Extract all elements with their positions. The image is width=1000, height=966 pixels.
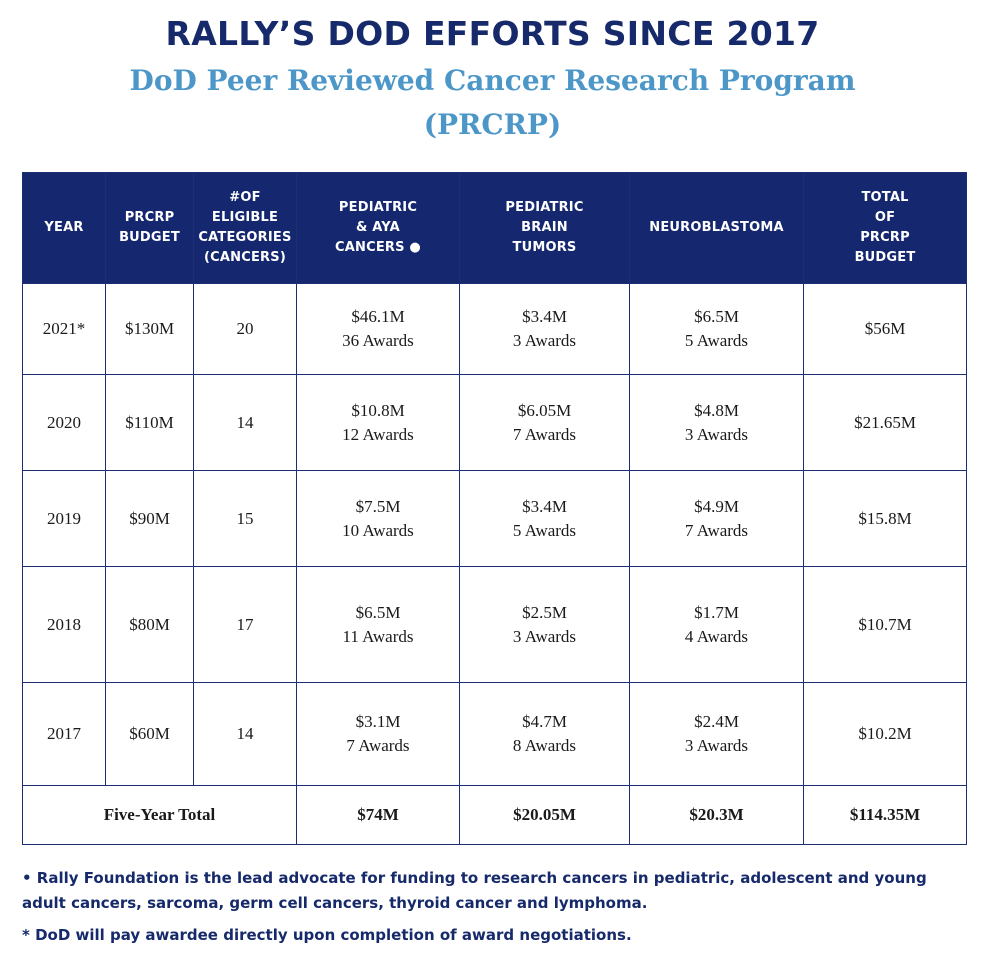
neuro-cell: $6.5M 5 Awards bbox=[630, 284, 804, 375]
year-cell: 2019 bbox=[23, 471, 106, 567]
neuro-total: $20.3M bbox=[630, 786, 804, 845]
categories-cell: 20 bbox=[194, 284, 297, 375]
table-row: 2020 $110M 14 $10.8M 12 Awards $6.05M 7 … bbox=[23, 375, 967, 471]
categories-cell: 17 bbox=[194, 567, 297, 683]
header-pediatric-brain-tumors: PEDIATRIC BRAIN TUMORS bbox=[460, 173, 630, 284]
footnote-dod-payment: * DoD will pay awardee directly upon com… bbox=[22, 923, 972, 948]
header-neuroblastoma: NEUROBLASTOMA bbox=[630, 173, 804, 284]
brain-cell: $2.5M 3 Awards bbox=[460, 567, 630, 683]
brain-cell: $6.05M 7 Awards bbox=[460, 375, 630, 471]
neuro-cell: $2.4M 3 Awards bbox=[630, 683, 804, 786]
brain-cell: $4.7M 8 Awards bbox=[460, 683, 630, 786]
aya-total: $74M bbox=[297, 786, 460, 845]
footnotes: • Rally Foundation is the lead advocate … bbox=[22, 866, 972, 948]
categories-cell: 14 bbox=[194, 375, 297, 471]
neuro-cell: $4.9M 7 Awards bbox=[630, 471, 804, 567]
footnote-lead-advocate: • Rally Foundation is the lead advocate … bbox=[22, 866, 972, 916]
neuro-cell: $4.8M 3 Awards bbox=[630, 375, 804, 471]
table-row: 2019 $90M 15 $7.5M 10 Awards $3.4M 5 Awa… bbox=[23, 471, 967, 567]
brain-cell: $3.4M 5 Awards bbox=[460, 471, 630, 567]
header-year: YEAR bbox=[23, 173, 106, 284]
aya-cell: $6.5M 11 Awards bbox=[297, 567, 460, 683]
header-eligible-categories: #OF ELIGIBLE CATEGORIES (CANCERS) bbox=[194, 173, 297, 284]
year-cell: 2018 bbox=[23, 567, 106, 683]
total-cell: $10.2M bbox=[804, 683, 967, 786]
table-header-row: YEAR PRCRP BUDGET #OF ELIGIBLE CATEGORIE… bbox=[23, 173, 967, 284]
aya-cell: $7.5M 10 Awards bbox=[297, 471, 460, 567]
budget-cell: $90M bbox=[106, 471, 194, 567]
brain-total: $20.05M bbox=[460, 786, 630, 845]
total-cell: $56M bbox=[804, 284, 967, 375]
totals-row: Five-Year Total $74M $20.05M $20.3M $114… bbox=[23, 786, 967, 845]
table-row: 2018 $80M 17 $6.5M 11 Awards $2.5M 3 Awa… bbox=[23, 567, 967, 683]
header-pediatric-aya-cancers: PEDIATRIC & AYA CANCERS ● bbox=[297, 173, 460, 284]
neuro-cell: $1.7M 4 Awards bbox=[630, 567, 804, 683]
prcrp-table: YEAR PRCRP BUDGET #OF ELIGIBLE CATEGORIE… bbox=[22, 172, 967, 845]
year-cell: 2021* bbox=[23, 284, 106, 375]
grand-total: $114.35M bbox=[804, 786, 967, 845]
categories-cell: 15 bbox=[194, 471, 297, 567]
program-acronym: (PRCRP) bbox=[0, 108, 985, 141]
budget-cell: $130M bbox=[106, 284, 194, 375]
aya-cell: $10.8M 12 Awards bbox=[297, 375, 460, 471]
table-row: 2017 $60M 14 $3.1M 7 Awards $4.7M 8 Awar… bbox=[23, 683, 967, 786]
budget-cell: $80M bbox=[106, 567, 194, 683]
program-subtitle: DoD Peer Reviewed Cancer Research Progra… bbox=[0, 64, 985, 97]
page-title: RALLY’S DOD EFFORTS SINCE 2017 bbox=[0, 14, 985, 53]
header-prcrp-budget: PRCRP BUDGET bbox=[106, 173, 194, 284]
total-cell: $10.7M bbox=[804, 567, 967, 683]
budget-cell: $110M bbox=[106, 375, 194, 471]
five-year-total-label: Five-Year Total bbox=[23, 786, 297, 845]
year-cell: 2017 bbox=[23, 683, 106, 786]
categories-cell: 14 bbox=[194, 683, 297, 786]
aya-cell: $46.1M 36 Awards bbox=[297, 284, 460, 375]
year-cell: 2020 bbox=[23, 375, 106, 471]
header-total-prcrp-budget: TOTAL OF PRCRP BUDGET bbox=[804, 173, 967, 284]
brain-cell: $3.4M 3 Awards bbox=[460, 284, 630, 375]
total-cell: $21.65M bbox=[804, 375, 967, 471]
aya-cell: $3.1M 7 Awards bbox=[297, 683, 460, 786]
total-cell: $15.8M bbox=[804, 471, 967, 567]
table-row: 2021* $130M 20 $46.1M 36 Awards $3.4M 3 … bbox=[23, 284, 967, 375]
budget-cell: $60M bbox=[106, 683, 194, 786]
